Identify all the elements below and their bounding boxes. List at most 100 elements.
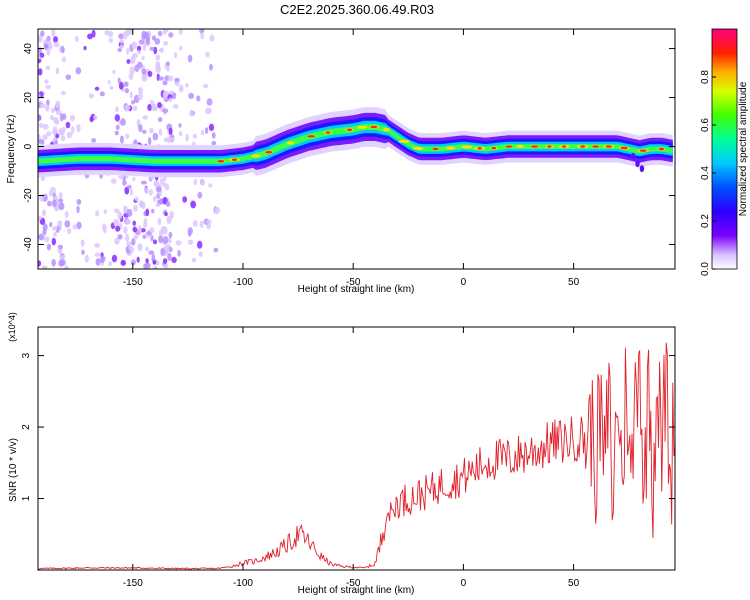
spectrogram-noise-cell (46, 40, 52, 45)
spectrogram-noise-cell (191, 257, 197, 263)
spectrogram-hot-spot (412, 146, 424, 150)
spectrogram-noise-cell (200, 130, 205, 136)
spectrogram-noise-cell (163, 263, 169, 269)
snr-series-line (38, 342, 675, 570)
spectrogram-noise-cell (129, 91, 133, 99)
spectrogram-noise-cell (51, 107, 56, 114)
spectrogram-noise-cell (178, 45, 183, 51)
spectrogram-panel: -150 -100 -50 0 50 -40 -20 0 20 40 Height of str… (6, 28, 676, 295)
spectrogram-noise-cell (39, 122, 44, 129)
spectrogram-noise-cell (51, 226, 58, 231)
spectrogram-noise-cell (141, 56, 145, 61)
spectrogram-noise-cell (144, 186, 149, 195)
spectrogram-noise-cell (188, 92, 195, 100)
spectrogram-noise-cell (173, 52, 178, 59)
spectrogram-noise-cell (38, 233, 44, 241)
spectrogram-noise-cell (151, 208, 155, 214)
spectrogram-noise-cell (187, 54, 193, 63)
spectrogram-noise-cell (151, 35, 157, 41)
spectrogram-noise-cell (143, 217, 148, 225)
spectrogram-noise-cell (45, 236, 50, 243)
spectrogram-noise-cell (134, 196, 139, 202)
spectrogram-noise-cell (129, 59, 136, 65)
spectrogram-hot-spot (516, 144, 524, 149)
spectrogram-noise-cell (64, 220, 71, 228)
spectrogram-noise-cell (145, 36, 150, 45)
spectrogram-noise-cell (148, 250, 155, 255)
spectrogram-peak-spot (530, 145, 539, 148)
spectrogram-noise-cell (154, 38, 161, 45)
spectrogram-noise-cell (132, 220, 136, 226)
spectrogram-noise-cell (76, 205, 80, 214)
spectrogram-noise-cell (67, 227, 72, 235)
spectrogram-noise-cell (55, 67, 60, 75)
spectrogram-noise-cell (132, 52, 138, 59)
spectrogram-noise-cell (160, 47, 164, 52)
spectrogram-noise-cell (46, 99, 50, 107)
spectrogram-noise-cell (55, 109, 62, 116)
spectrogram-noise-cell (99, 91, 105, 97)
colorbar-tick-label: 0.4 (700, 166, 711, 180)
snr-y-tick-label: 2 (21, 424, 32, 430)
snr-x-tick-label: 0 (461, 578, 467, 589)
spectrogram-noise-cell (42, 229, 47, 236)
spectrogram-noise-cell (52, 36, 59, 43)
spectrogram-noise-cell (49, 221, 53, 228)
spectrogram-noise-cell (102, 225, 107, 234)
spectrogram-noise-cell (213, 247, 219, 253)
spectrogram-noise-cell (126, 184, 132, 189)
spectrogram-noise-cell (55, 100, 61, 109)
spectrogram-hot-spot (286, 141, 295, 145)
snr-background (38, 327, 675, 570)
spectrogram-noise-cell (80, 239, 85, 247)
spectrogram-noise-cell (115, 106, 119, 113)
spectrogram-noise-cell (168, 32, 174, 38)
spectrogram-noise-cell (187, 227, 193, 235)
spectrogram-noise-cell (128, 245, 132, 250)
spectrogram-noise-cell (124, 88, 130, 94)
spectrogram-noise-cell (58, 202, 65, 211)
spectrogram-noise-cell (69, 114, 76, 122)
spectrogram-noise-cell (129, 66, 136, 75)
snr-y-multiplier: (x10^4) (7, 312, 17, 342)
spectrogram-hot-spot (357, 125, 368, 130)
spectrogram-noise-cell (199, 29, 205, 34)
spectrogram-noise-cell (118, 81, 124, 90)
spectrogram-noise-cell (91, 138, 97, 143)
spectrogram-noise-cell (53, 231, 57, 237)
spectrogram-noise-cell (136, 45, 142, 52)
spectrogram-noise-cell (147, 137, 152, 146)
spectrogram-x-tick-label: -150 (123, 277, 143, 288)
spectrogram-noise-cell (53, 41, 60, 48)
spectrogram-peak-spot (325, 131, 331, 134)
spectrogram-noise-cell (166, 215, 172, 225)
spectrogram-x-tick-label: 0 (461, 277, 467, 288)
spectrogram-noise-cell (94, 252, 101, 258)
spectrogram-noise-cell (143, 263, 148, 269)
spectrogram-noise-cell (158, 76, 164, 81)
spectrogram-noise-cell (46, 131, 52, 137)
spectrogram-noise-cell (178, 29, 183, 35)
spectrogram-noise-cell (113, 219, 120, 227)
spectrogram-noise-cell (83, 45, 87, 51)
spectrogram-noise-cell (168, 231, 173, 239)
spectrogram-noise-cell (42, 123, 49, 130)
spectrogram-noise-cell (87, 33, 93, 40)
colorbar-ticks: 0.0 0.2 0.4 0.6 0.8 (700, 70, 716, 276)
snr-y-tick-label: 3 (21, 352, 32, 358)
spectrogram-noise-cell (177, 250, 181, 257)
spectrogram-noise-cell (38, 114, 41, 121)
spectrogram-noise-cell (158, 128, 163, 136)
spectrogram-noise-cell (140, 180, 147, 185)
spectrogram-peak-spot (562, 145, 567, 148)
spectrogram-noise-cell (60, 46, 65, 54)
spectrogram-noise-cell (141, 74, 148, 82)
spectrogram-noise-cell (157, 30, 163, 37)
spectrogram-noise-cell (214, 206, 221, 215)
spectrogram-peak-spot (505, 145, 513, 148)
spectrogram-noise-cell (148, 189, 154, 196)
spectrogram-noise-cell (158, 235, 164, 244)
spectrogram-x-tick-label: -100 (233, 277, 253, 288)
spectrogram-noise-cell (211, 131, 216, 139)
